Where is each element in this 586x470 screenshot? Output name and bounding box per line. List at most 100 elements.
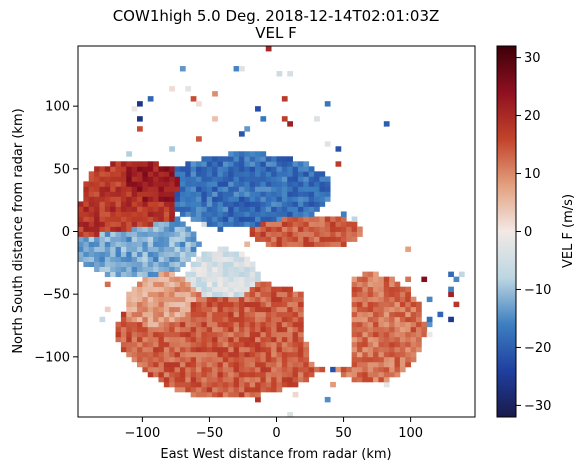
velocity-cell <box>169 292 175 297</box>
velocity-cell <box>158 347 164 352</box>
velocity-cell <box>287 161 293 166</box>
velocity-cell <box>228 327 234 332</box>
velocity-cell <box>196 317 202 322</box>
velocity-cell <box>400 357 406 362</box>
velocity-cell <box>148 282 154 287</box>
velocity-cell <box>116 171 122 176</box>
velocity-cell <box>83 201 89 206</box>
velocity-cell <box>191 232 197 237</box>
velocity-cell <box>389 327 395 332</box>
velocity-cell <box>298 186 304 191</box>
velocity-cell <box>207 297 213 302</box>
velocity-cell <box>137 317 143 322</box>
velocity-cell <box>126 211 132 216</box>
velocity-cell <box>271 362 277 367</box>
velocity-cell <box>175 277 181 282</box>
velocity-cell <box>207 171 213 176</box>
velocity-cell <box>427 317 433 322</box>
velocity-cell <box>175 232 181 237</box>
velocity-cell <box>239 186 245 191</box>
velocity-cell <box>180 211 186 216</box>
velocity-cell <box>362 332 368 337</box>
velocity-cell <box>158 191 164 196</box>
velocity-cell <box>448 317 454 322</box>
velocity-cell <box>137 352 143 357</box>
velocity-cell <box>368 357 374 362</box>
velocity-cell <box>132 242 138 247</box>
velocity-cell <box>212 357 218 362</box>
velocity-cell <box>142 302 148 307</box>
velocity-cell <box>185 332 191 337</box>
velocity-cell <box>94 171 100 176</box>
velocity-cell <box>234 382 240 387</box>
velocity-cell <box>250 181 256 186</box>
velocity-cell <box>116 332 122 337</box>
velocity-cell <box>395 332 401 337</box>
velocity-cell <box>250 201 256 206</box>
velocity-cell <box>373 352 379 357</box>
velocity-cell <box>169 257 175 262</box>
velocity-cell <box>201 196 207 201</box>
velocity-cell <box>250 307 256 312</box>
velocity-cell <box>266 232 272 237</box>
velocity-cell <box>234 302 240 307</box>
velocity-cell <box>266 237 272 242</box>
velocity-cell <box>266 242 272 247</box>
velocity-cell <box>357 307 363 312</box>
velocity-cell <box>384 362 390 367</box>
velocity-cell <box>89 171 95 176</box>
velocity-cell <box>271 322 277 327</box>
velocity-cell <box>175 312 181 317</box>
velocity-cell <box>99 262 105 267</box>
velocity-cell <box>148 232 154 237</box>
velocity-cell <box>346 232 352 237</box>
velocity-cell <box>282 242 288 247</box>
velocity-cell <box>250 262 256 267</box>
velocity-cell <box>228 221 234 226</box>
velocity-cell <box>191 377 197 382</box>
velocity-cell <box>169 337 175 342</box>
velocity-cell <box>148 297 154 302</box>
velocity-cell <box>116 221 122 226</box>
velocity-cell <box>132 257 138 262</box>
velocity-cell <box>153 272 159 277</box>
velocity-cell <box>250 327 256 332</box>
velocity-cell <box>148 216 154 221</box>
velocity-cell <box>148 262 154 267</box>
velocity-cell <box>180 387 186 392</box>
velocity-cell <box>228 347 234 352</box>
velocity-cell <box>260 151 266 156</box>
velocity-cell <box>277 166 283 171</box>
velocity-cell <box>164 171 170 176</box>
velocity-cell <box>137 247 143 252</box>
velocity-cell <box>250 352 256 357</box>
velocity-cell <box>234 66 240 71</box>
velocity-cell <box>153 337 159 342</box>
velocity-cell <box>148 176 154 181</box>
velocity-cell <box>196 392 202 397</box>
velocity-cell <box>287 327 293 332</box>
velocity-cell <box>395 312 401 317</box>
velocity-cell <box>164 282 170 287</box>
velocity-cell <box>389 282 395 287</box>
velocity-cell <box>421 332 427 337</box>
velocity-cell <box>400 337 406 342</box>
velocity-cell <box>180 337 186 342</box>
velocity-cell <box>362 357 368 362</box>
velocity-cell <box>255 327 261 332</box>
velocity-cell <box>234 332 240 337</box>
velocity-cell <box>153 186 159 191</box>
velocity-cell <box>158 257 164 262</box>
velocity-cell <box>132 352 138 357</box>
velocity-cell <box>395 337 401 342</box>
velocity-cell <box>158 287 164 292</box>
velocity-cell <box>142 242 148 247</box>
velocity-cell <box>389 322 395 327</box>
velocity-cell <box>116 161 122 166</box>
velocity-cell <box>266 307 272 312</box>
velocity-cell <box>158 221 164 226</box>
velocity-cell <box>94 196 100 201</box>
velocity-cell <box>271 206 277 211</box>
velocity-cell <box>287 242 293 247</box>
velocity-cell <box>207 186 213 191</box>
